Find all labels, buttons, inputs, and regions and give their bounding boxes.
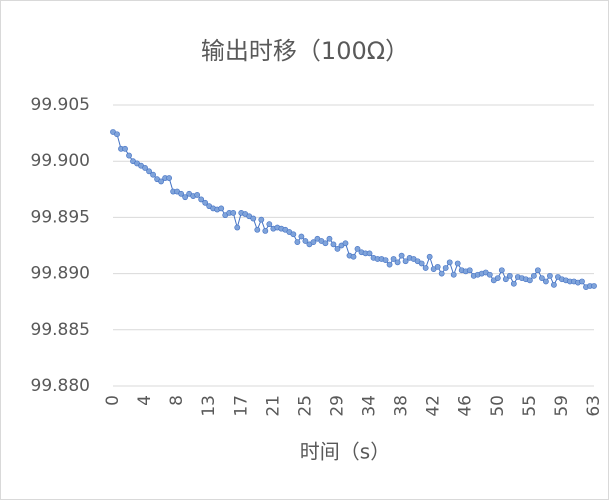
y-tick-label: 99.890: [31, 264, 90, 284]
point: [178, 190, 185, 197]
point: [498, 267, 505, 274]
point: [182, 194, 189, 201]
x-tick-label: 55: [520, 395, 540, 417]
point: [114, 131, 120, 138]
point: [547, 272, 553, 279]
point: [494, 275, 501, 281]
point: [543, 278, 549, 285]
x-tick-label: 17: [231, 395, 251, 417]
point: [398, 252, 405, 259]
point: [294, 239, 301, 246]
point: [254, 226, 261, 233]
point: [166, 175, 173, 181]
point: [382, 257, 389, 264]
point: [202, 199, 209, 206]
chart-title: 输出时移（100Ω）: [201, 37, 409, 65]
point: [150, 171, 156, 178]
point: [354, 245, 361, 252]
point: [454, 260, 461, 267]
point: [142, 165, 148, 171]
point: [506, 272, 513, 279]
point: [122, 145, 128, 152]
point: [194, 192, 201, 198]
point: [158, 178, 164, 185]
point: [322, 240, 329, 247]
point: [326, 235, 333, 242]
point: [534, 267, 541, 274]
point: [230, 210, 237, 216]
point: [234, 224, 241, 231]
x-tick-label: 4: [135, 395, 155, 406]
point: [198, 196, 205, 203]
point: [394, 259, 401, 266]
point: [418, 260, 425, 267]
point: [466, 267, 473, 274]
point: [386, 261, 393, 268]
y-tick-label: 99.895: [31, 207, 90, 227]
point: [402, 258, 409, 265]
x-tick-label: 8: [167, 395, 187, 406]
point: [551, 281, 557, 288]
x-tick-label: 59: [552, 395, 572, 417]
point: [579, 278, 585, 285]
point: [390, 256, 397, 262]
y-tick-label: 99.900: [31, 151, 90, 171]
point: [266, 221, 273, 228]
point: [298, 233, 305, 240]
point: [334, 245, 341, 252]
x-tick-label: 46: [456, 395, 476, 417]
point: [438, 270, 445, 277]
point: [310, 239, 317, 246]
point: [350, 253, 357, 260]
point: [262, 227, 269, 234]
point: [290, 231, 297, 238]
x-tick-label: 29: [327, 395, 347, 417]
point: [434, 263, 441, 270]
point: [510, 280, 517, 287]
x-tick-label: 34: [360, 395, 380, 417]
y-tick-label: 99.905: [31, 95, 90, 115]
point: [530, 272, 537, 279]
point: [250, 215, 257, 222]
point: [258, 216, 265, 223]
point: [342, 240, 349, 247]
x-tick-label: 13: [199, 395, 219, 417]
point: [302, 238, 309, 244]
x-tick-label: 21: [263, 395, 283, 417]
point: [538, 275, 545, 281]
x-axis-label: 时间（s）: [300, 440, 390, 464]
point: [146, 168, 152, 175]
y-tick-label: 99.885: [31, 320, 90, 340]
point: [218, 205, 225, 212]
x-tick-label: 50: [488, 395, 508, 417]
point: [426, 253, 433, 260]
point: [422, 265, 429, 271]
point: [591, 283, 597, 289]
point: [486, 271, 493, 278]
point: [502, 276, 509, 283]
point: [442, 265, 449, 271]
point: [330, 241, 337, 248]
x-tick-label: 25: [295, 395, 315, 417]
point: [446, 259, 453, 266]
point: [126, 152, 132, 159]
y-tick-label: 99.880: [31, 376, 90, 396]
x-tick-label: 42: [424, 395, 444, 417]
point: [526, 277, 533, 284]
point: [366, 250, 373, 257]
point: [450, 271, 457, 278]
x-tick-label: 0: [103, 395, 123, 406]
x-tick-label: 63: [584, 395, 604, 417]
x-tick-label: 38: [392, 395, 412, 417]
